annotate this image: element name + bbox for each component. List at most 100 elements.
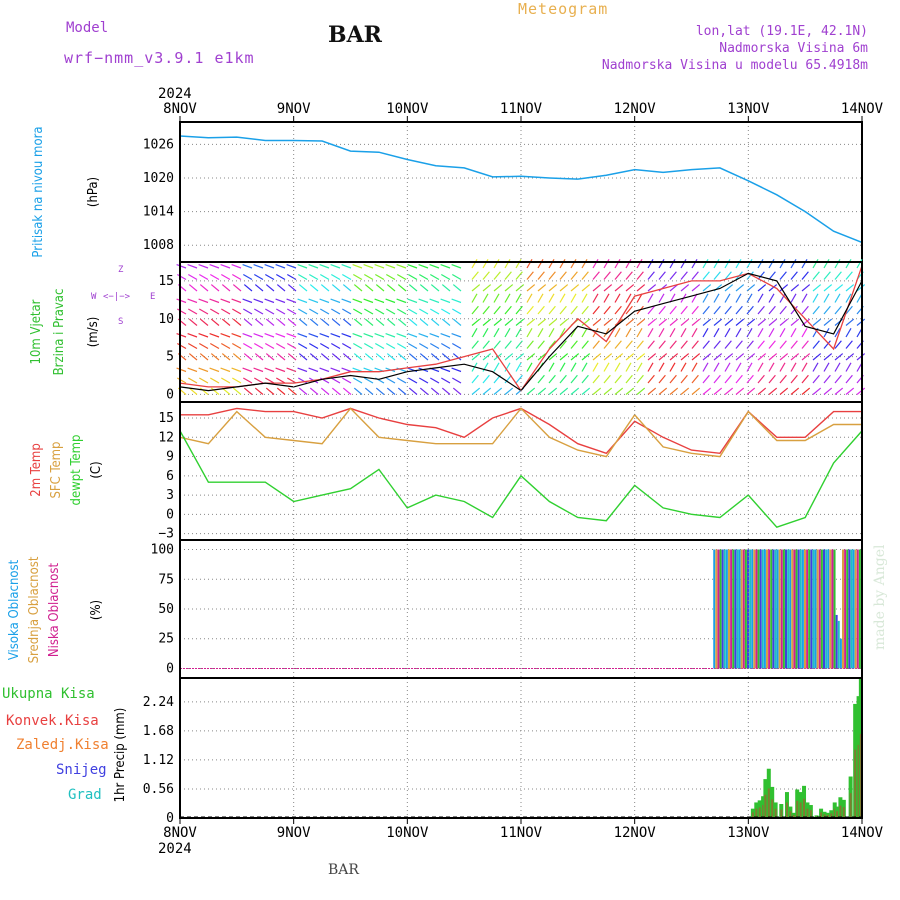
wind-vector <box>559 305 567 315</box>
wind-vector <box>397 273 407 281</box>
wind-vector <box>210 284 220 292</box>
wind-vector <box>636 259 643 269</box>
wind-vector <box>548 271 556 280</box>
wind-vector <box>286 298 297 304</box>
precip-conv-bar <box>823 814 826 818</box>
wind-vector <box>537 271 545 280</box>
wind-vector <box>254 273 264 281</box>
wind-vector <box>504 305 512 315</box>
wind-vector <box>309 308 319 315</box>
wind-vector <box>746 293 753 303</box>
wind-vector <box>812 374 820 384</box>
wind-vector <box>702 293 709 303</box>
wind-vector <box>375 308 385 315</box>
wind-vector <box>691 362 698 372</box>
wind-vector <box>254 353 264 361</box>
wind-vector <box>298 284 308 292</box>
precip-conv-bar <box>751 812 754 818</box>
wind-vector <box>823 340 831 349</box>
wind-vector <box>419 377 429 384</box>
wind-vector <box>603 259 610 269</box>
wind-vector <box>581 374 589 384</box>
wind-vector <box>364 284 374 292</box>
wind-vector <box>790 374 798 384</box>
wind-vector <box>702 284 712 292</box>
wind-vector <box>537 293 544 303</box>
wind-vector <box>320 387 330 395</box>
compass-east-label: E <box>150 292 155 302</box>
wind-vector <box>331 318 341 326</box>
wind-vector <box>746 387 756 395</box>
wind-vector <box>790 362 797 372</box>
precip-conv-bar <box>833 808 836 818</box>
wind-vector <box>526 271 534 280</box>
wind-vector <box>243 342 253 350</box>
temperature-label-sfc: SFC Temp <box>49 442 64 499</box>
wind-vector <box>210 318 220 326</box>
wind-vector <box>801 305 809 315</box>
wind-vector <box>581 305 589 315</box>
wind-vector <box>452 318 462 326</box>
wind-vector <box>188 273 198 281</box>
wind-vector <box>691 284 701 292</box>
wind-vector <box>482 259 489 269</box>
wind-vector <box>570 387 580 395</box>
wind-vector <box>614 387 624 395</box>
wind-vector <box>834 305 842 315</box>
wind-vector <box>526 387 536 395</box>
wind-vector <box>779 340 787 349</box>
wind-vector <box>757 259 764 269</box>
wind-vector <box>187 367 198 373</box>
wind-vector <box>702 328 709 338</box>
wind-vector <box>823 305 831 315</box>
wind-vector <box>746 318 756 326</box>
precip-conv-bar <box>835 811 838 818</box>
wind-vector <box>812 259 819 269</box>
wind-vector <box>570 293 577 303</box>
wind-vector <box>298 342 308 350</box>
wind-vector <box>779 353 789 361</box>
wind-vector <box>592 305 600 315</box>
wind-vector <box>757 318 767 326</box>
wind-vector <box>724 374 732 384</box>
wind-vector <box>297 367 308 373</box>
model-elevation-label: Nadmorska Visina u modelu 65.4918m <box>601 58 868 73</box>
wind-vector <box>199 377 209 384</box>
wind-vector <box>735 318 745 326</box>
wind-vector <box>353 387 363 395</box>
wind-vector <box>493 328 500 338</box>
wind-vector <box>669 305 677 315</box>
wind-vector <box>353 284 363 292</box>
wind-vector <box>834 271 842 280</box>
wind-vector <box>559 374 567 384</box>
wind-vector <box>352 264 363 269</box>
wind-vector <box>320 284 330 292</box>
wind-vector <box>702 387 712 395</box>
wind-vector <box>669 259 676 269</box>
precip-conv-bar <box>762 804 765 818</box>
wind-vector <box>757 328 764 338</box>
wind-vector <box>724 340 732 349</box>
temperature-label-dewpt: dewpt Temp <box>69 435 84 506</box>
wind-vector <box>790 271 798 280</box>
wind-vector <box>625 259 632 269</box>
wind-vector <box>757 374 765 384</box>
wind-vector <box>845 284 855 292</box>
wind-vector <box>779 305 787 315</box>
precip-conv-bar <box>820 812 823 818</box>
wind-vector <box>286 367 297 373</box>
wind-vector <box>658 284 668 292</box>
wind-vector <box>812 293 819 303</box>
wind-vector <box>812 353 822 361</box>
wind-vector <box>592 293 599 303</box>
model-name: wrf−nmm_v3.9.1 e1km <box>64 49 255 67</box>
temperature-label-2m: 2m Temp <box>29 443 44 497</box>
wind-vector <box>386 273 396 281</box>
temperature-y-tick-label: 12 <box>158 430 174 445</box>
wind-vector <box>199 342 209 350</box>
wind-vector <box>242 298 253 304</box>
wind-vector <box>353 318 363 326</box>
wind-vector <box>856 284 866 292</box>
wind-vector <box>746 284 756 292</box>
